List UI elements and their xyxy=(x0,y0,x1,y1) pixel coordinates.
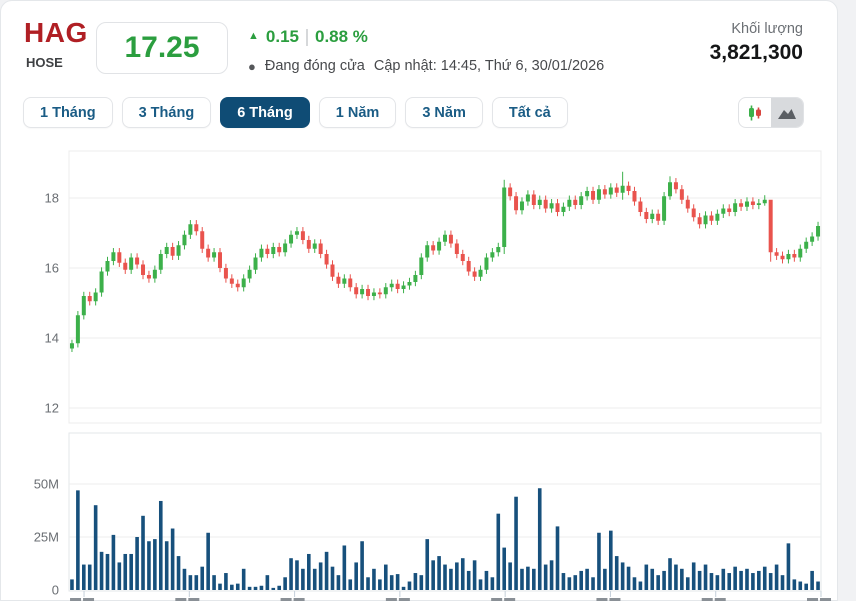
stock-chart-card: HAG HOSE 17.25 ▲ 0.15 0.88 % ● Đang đóng… xyxy=(0,0,838,601)
tab-all[interactable]: Tất cả xyxy=(491,97,568,128)
volume-label: Khối lượng xyxy=(731,21,803,37)
current-price: 17.25 xyxy=(124,31,200,64)
volume-value: 3,821,300 xyxy=(709,41,803,64)
volume-bars xyxy=(70,488,820,590)
tab-1-year[interactable]: 1 Năm xyxy=(318,97,397,128)
tab-3-years[interactable]: 3 Năm xyxy=(405,97,483,128)
svg-text:50M: 50M xyxy=(34,477,59,492)
area-icon xyxy=(778,108,796,119)
divider xyxy=(305,28,308,46)
time-range-tabs: 1 Tháng 3 Tháng 6 Tháng 1 Năm 3 Năm Tất … xyxy=(23,97,568,128)
price-candles xyxy=(69,171,821,352)
svg-text:14: 14 xyxy=(45,331,59,346)
exchange-label: HOSE xyxy=(26,55,63,70)
tab-1-month[interactable]: 1 Tháng xyxy=(23,97,113,128)
svg-text:12: 12 xyxy=(45,401,59,416)
x-axis-ticks xyxy=(83,591,822,597)
axis-labels: 18 16 14 12 50M 25M 0 xyxy=(34,191,59,598)
svg-text:18: 18 xyxy=(45,191,59,206)
x-axis-clipped-labels xyxy=(70,598,831,601)
last-updated: Cập nhật: 14:45, Thứ 6, 30/01/2026 xyxy=(373,58,605,74)
price-box: 17.25 xyxy=(96,22,228,74)
candlestick-chart-button[interactable] xyxy=(739,98,771,127)
tab-6-months[interactable]: 6 Tháng xyxy=(220,97,310,128)
up-arrow-icon: ▲ xyxy=(248,30,259,42)
header: HAG HOSE 17.25 ▲ 0.15 0.88 % ● Đang đóng… xyxy=(1,1,837,91)
market-status-row: ● Đang đóng cửa Cập nhật: 14:45, Thứ 6, … xyxy=(248,58,604,74)
chart-type-toggle xyxy=(738,97,804,128)
candlestick-icon xyxy=(749,105,761,120)
gridlines xyxy=(68,150,822,592)
area-chart-button[interactable] xyxy=(771,98,803,127)
ticker-symbol: HAG xyxy=(24,17,88,48)
price-change-row: ▲ 0.15 0.88 % xyxy=(248,27,368,47)
svg-text:0: 0 xyxy=(52,583,59,598)
price-volume-chart[interactable]: 18 16 14 12 50M 25M 0 xyxy=(1,141,839,601)
market-status: Đang đóng cửa xyxy=(264,58,365,74)
price-change-percent: 0.88 % xyxy=(314,27,368,46)
status-dot-icon: ● xyxy=(248,58,256,74)
price-change: 0.15 xyxy=(265,27,299,46)
chart-area: 18 16 14 12 50M 25M 0 xyxy=(1,141,839,601)
tab-3-months[interactable]: 3 Tháng xyxy=(121,97,212,128)
svg-text:25M: 25M xyxy=(34,530,59,545)
svg-text:16: 16 xyxy=(45,261,59,276)
